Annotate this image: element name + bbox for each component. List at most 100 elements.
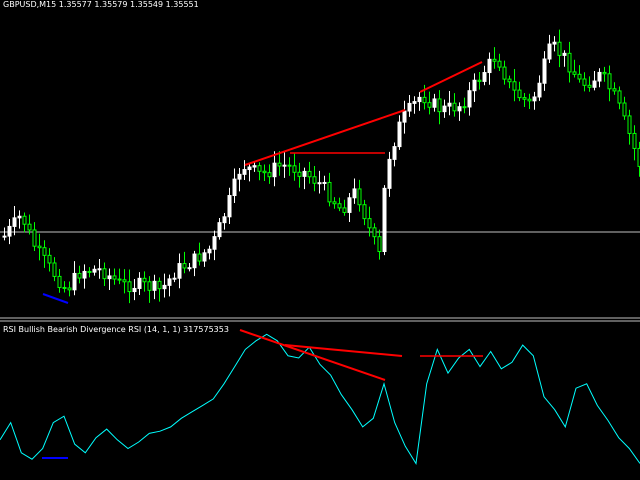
- candle: [497, 53, 502, 71]
- candle-body: [422, 96, 427, 104]
- candle: [602, 66, 607, 82]
- candle: [127, 269, 132, 304]
- candle: [207, 245, 212, 260]
- candle: [477, 71, 482, 90]
- candle-body: [392, 146, 397, 160]
- candle: [217, 218, 222, 240]
- candle-body: [362, 204, 367, 220]
- candle: [337, 197, 342, 212]
- candle: [162, 273, 167, 298]
- candle-body: [67, 287, 72, 291]
- candle-body: [82, 270, 87, 279]
- candle: [467, 82, 472, 116]
- candle: [122, 269, 127, 294]
- candle-body: [197, 253, 202, 262]
- candle-body: [627, 115, 632, 134]
- candle: [147, 276, 152, 303]
- candle: [532, 91, 537, 110]
- candle: [192, 250, 197, 277]
- candle-body: [117, 278, 122, 281]
- candle: [107, 268, 112, 291]
- candle-body: [252, 165, 257, 168]
- candle: [372, 223, 377, 245]
- candle: [347, 192, 352, 223]
- candle-body: [222, 216, 227, 224]
- candle: [437, 90, 442, 125]
- candle: [517, 81, 522, 102]
- candle-body: [62, 286, 67, 289]
- main-chart-header: GBPUSD,M15 1.35577 1.35579 1.35549 1.355…: [3, 0, 199, 9]
- candle-body: [607, 73, 612, 90]
- candle-body: [12, 217, 17, 227]
- candle-body: [172, 277, 177, 280]
- candle: [417, 92, 422, 111]
- candle: [102, 262, 107, 287]
- candle: [87, 267, 92, 278]
- candle-body: [47, 254, 52, 264]
- candle: [382, 185, 387, 256]
- candle-body: [297, 171, 302, 177]
- candle: [567, 41, 572, 83]
- candle-body: [517, 89, 522, 99]
- candle-body: [467, 90, 472, 108]
- candle: [22, 212, 27, 233]
- candle-body: [347, 197, 352, 213]
- candle-body: [497, 60, 502, 68]
- candle-body: [112, 275, 117, 280]
- candle: [167, 274, 172, 297]
- rsi-polyline: [0, 333, 640, 465]
- indicator-header: RSI Bullish Bearish Divergence RSI (14, …: [3, 325, 229, 334]
- candle-body: [147, 281, 152, 291]
- candle: [592, 70, 597, 91]
- pane-separator[interactable]: [0, 317, 640, 322]
- candle-body: [17, 215, 22, 219]
- candle-body: [77, 272, 82, 279]
- candle: [582, 72, 587, 92]
- candle-body: [237, 173, 242, 180]
- candle-body: [412, 101, 417, 104]
- candle: [552, 36, 557, 52]
- candle: [367, 206, 372, 237]
- candle: [57, 268, 62, 293]
- candle-body: [352, 188, 357, 199]
- candle: [247, 163, 252, 182]
- candle-body: [302, 170, 307, 177]
- candle-body: [522, 97, 527, 100]
- candle-body: [102, 268, 107, 280]
- candle-body: [482, 72, 487, 82]
- candle: [572, 59, 577, 78]
- candle-body: [52, 262, 57, 277]
- candle: [302, 167, 307, 190]
- candle: [317, 170, 322, 194]
- candle-body: [567, 52, 572, 73]
- candle: [112, 268, 117, 285]
- candle-body: [127, 281, 132, 293]
- candle-body: [157, 280, 162, 290]
- candle-body: [277, 162, 282, 167]
- candle-body: [597, 71, 602, 82]
- candle: [587, 76, 592, 92]
- candle-body: [337, 203, 342, 209]
- candle-body: [507, 78, 512, 83]
- candle-body: [142, 277, 147, 283]
- candle-body: [212, 236, 217, 250]
- candle: [142, 271, 147, 292]
- candle-body: [177, 263, 182, 279]
- candle: [397, 115, 402, 150]
- candle: [332, 197, 337, 209]
- candle-body: [622, 102, 627, 117]
- candle: [62, 281, 67, 293]
- candle-body: [397, 121, 402, 148]
- candle-body: [492, 58, 497, 62]
- candle-body: [592, 80, 597, 88]
- candle-body: [487, 58, 492, 74]
- candle-body: [307, 170, 312, 178]
- candle-body: [257, 165, 262, 172]
- bullish-divergence-line: [42, 293, 69, 304]
- candle: [472, 73, 477, 102]
- bearish-divergence-line: [244, 109, 406, 166]
- candle-body: [207, 248, 212, 254]
- candle: [412, 96, 417, 114]
